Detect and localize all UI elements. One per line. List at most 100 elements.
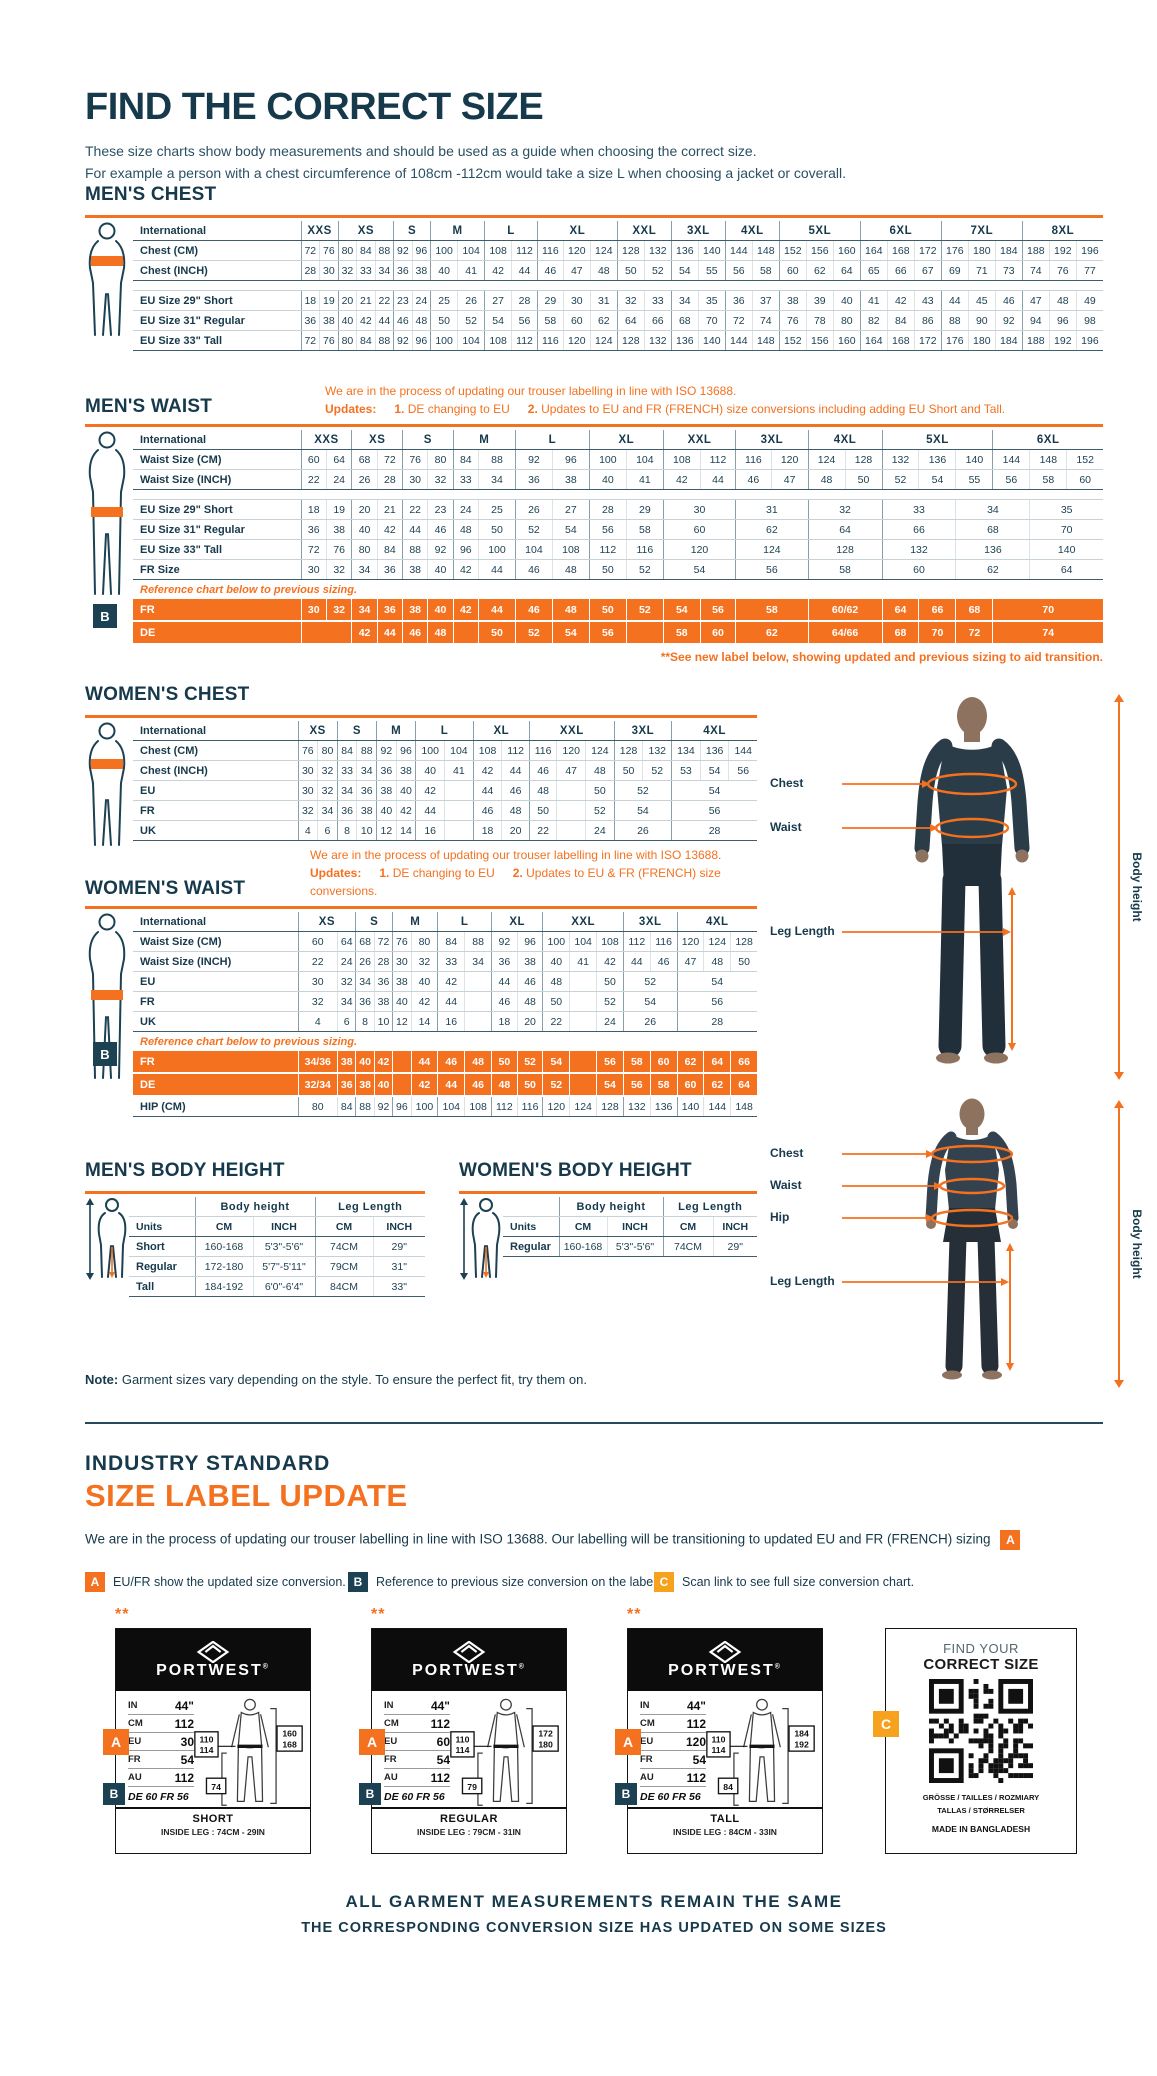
size-cell: 34: [955, 499, 1030, 520]
size-cell: 46: [735, 469, 772, 490]
svg-text:110: 110: [199, 1734, 213, 1744]
size-group-header: XS: [297, 721, 338, 741]
size-cell: 92: [393, 240, 413, 261]
size-group-header: L: [514, 430, 590, 450]
legend-item-b: B Reference to previous size conversion o…: [348, 1572, 660, 1592]
womens-waist-heading: WOMEN'S WAIST: [85, 878, 246, 899]
figure-label-chest: Chest: [770, 1146, 804, 1160]
qr-size-card: FIND YOUR CORRECT SIZE GRÖSSE / TAILLES / …: [873, 1628, 1077, 1854]
size-cell: 36: [336, 800, 357, 821]
bh-cell: 29": [712, 1236, 757, 1257]
table-row: FR 34/36 38 40 42 44 46 48 50 52 54 56 58 60 62 64 66: [133, 1051, 757, 1074]
size-cell: 112: [588, 539, 627, 560]
translation-line-1: GRÖSSE / TAILLES / ROZMIARY: [922, 1793, 1040, 1802]
size-cell: 128: [730, 931, 757, 952]
size-cell: 20: [351, 499, 378, 520]
size-cell: 80: [410, 931, 438, 952]
size-cell: 34: [356, 760, 377, 781]
row-label: DE: [133, 621, 301, 645]
bh-data-row: Tall 184-192 6'0"-6'4" 84CM 33": [129, 1276, 425, 1297]
note-text: Garment sizes vary depending on the styl…: [118, 1372, 587, 1387]
size-row-value: 30: [180, 1734, 194, 1749]
size-cell: [464, 991, 492, 1012]
size-cell: 94: [1021, 310, 1050, 331]
updates-label: Updates:: [325, 402, 377, 416]
size-cell: 108: [551, 539, 590, 560]
card-logo-header: PORTWEST®: [116, 1629, 310, 1691]
card-footer: SHORT INSIDE LEG : 74CM - 29IN: [116, 1807, 310, 1837]
table-figure-icon: [85, 430, 133, 603]
size-cell: 58: [625, 519, 664, 540]
size-cell: 96: [392, 1096, 412, 1117]
size-cell: [444, 820, 474, 841]
size-cell: 32: [337, 971, 356, 992]
size-cell: 26: [457, 290, 485, 311]
figure-label-body-height: Body height: [1130, 852, 1144, 922]
size-cell: 40: [542, 951, 570, 972]
size-cell: 54: [671, 780, 757, 801]
size-cell: 54: [551, 519, 590, 540]
table-row: FR Size 30 32 34 36 38 40 42 44 46 48 50 52 54 56 58 60 6…: [133, 559, 1103, 580]
size-row-label: AU: [384, 1772, 398, 1783]
bh-cell: 6'0"-6'4": [252, 1276, 315, 1297]
size-cell: 40: [355, 1051, 375, 1074]
row-label: Waist Size (CM): [133, 449, 301, 470]
size-cell: 132: [881, 449, 919, 470]
size-cell: 55: [697, 260, 726, 281]
size-cell: 36: [724, 290, 753, 311]
size-cell: 47: [676, 951, 704, 972]
size-cell: 18: [491, 1011, 518, 1032]
size-cell: 80: [832, 310, 861, 331]
size-cell: 55: [955, 469, 993, 490]
size-cell: 64: [703, 1051, 731, 1074]
bh-group-header: Body height: [558, 1197, 663, 1217]
size-row: FR 54: [128, 1751, 194, 1769]
figure-label-chest: Chest: [770, 776, 804, 790]
size-cell: 112: [491, 1096, 518, 1117]
size-cell: 100: [542, 931, 570, 952]
size-cell: 76: [402, 449, 428, 470]
figure-label-hip: Hip: [770, 1210, 790, 1224]
badge-b: B: [103, 1783, 125, 1805]
size-cell: 66: [730, 1051, 757, 1074]
womens-body-height-heading: WOMEN'S BODY HEIGHT: [459, 1160, 692, 1181]
size-cell: 56: [622, 1073, 651, 1097]
size-cell: 124: [735, 539, 809, 560]
bh-cell: 31": [372, 1256, 425, 1277]
size-cell: 50: [516, 1073, 543, 1097]
row-label: FR: [133, 599, 301, 622]
size-cell: 46: [516, 971, 543, 992]
height-arrow-person-icon: [86, 1198, 127, 1280]
size-group-header: XL: [490, 912, 543, 932]
size-cell: 132: [643, 330, 672, 351]
size-cell: 62: [676, 1051, 704, 1074]
row-label: EU Size 31" Regular: [133, 519, 301, 540]
table-row: Waist Size (CM) 60 64 68 72 76 80 84 88 92 96 100 10…: [133, 449, 1103, 470]
bh-subheader: INCH: [606, 1216, 663, 1237]
size-row: EU 120: [640, 1733, 706, 1751]
size-cell: 50: [430, 310, 458, 331]
size-group-header: 3XL: [613, 721, 672, 741]
size-cell: 62: [735, 621, 809, 645]
womens-waist-header: WOMEN'S WAIST We are in the process of u…: [85, 846, 757, 900]
size-cell: 116: [649, 931, 678, 952]
row-label: HIP (CM): [133, 1096, 298, 1117]
size-row: CM 112: [640, 1715, 706, 1733]
size-row-label: AU: [128, 1772, 142, 1783]
size-cell: 56: [699, 599, 736, 622]
size-group-header: XXS: [300, 221, 339, 241]
size-cell: 46: [994, 290, 1023, 311]
size-cell: 124: [589, 330, 618, 351]
size-cell: 41: [457, 260, 485, 281]
size-cell: 98: [1075, 310, 1103, 331]
fit-name: REGULAR: [440, 1813, 498, 1825]
size-row-value: 112: [430, 1716, 450, 1731]
size-cell: 112: [511, 330, 538, 351]
size-cell: 68: [955, 599, 993, 622]
size-cell: 50: [477, 621, 516, 645]
size-cell: 22: [300, 469, 327, 490]
size-cell: [569, 991, 597, 1012]
row-label: EU Size 33" Tall: [133, 539, 301, 560]
size-cell: 10: [373, 1011, 393, 1032]
